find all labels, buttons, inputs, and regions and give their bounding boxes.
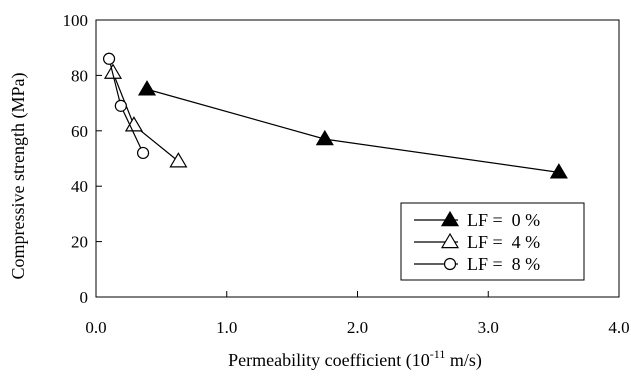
legend-label: LF = 8 %: [467, 254, 540, 274]
data-point: [114, 99, 127, 112]
x-tick-label: 0.0: [85, 318, 106, 337]
legend: LF = 0 %LF = 4 %LF = 8 %: [400, 202, 585, 281]
x-tick-label: 3.0: [478, 318, 499, 337]
data-point: [102, 52, 116, 65]
y-tick-label: 40: [71, 177, 88, 196]
legend-label: LF = 4 %: [467, 232, 540, 252]
data-point: [124, 116, 143, 132]
series-2: [102, 52, 150, 160]
legend-entry-1: LF = 4 %: [414, 232, 540, 252]
data-point: [103, 63, 123, 79]
data-point: [169, 152, 188, 168]
data-point: [137, 80, 157, 96]
y-tick-label: 100: [63, 11, 89, 30]
x-axis-title-main: Permeability coefficient (10: [228, 350, 430, 371]
legend-entry-0: LF = 0 %: [414, 210, 540, 230]
data-point: [136, 146, 150, 160]
series-1: [103, 63, 188, 168]
x-tick-label: 4.0: [608, 318, 629, 337]
x-tick-label: 2.0: [347, 318, 368, 337]
legend-marker: [440, 232, 460, 249]
y-tick-label: 60: [71, 122, 88, 141]
y-tick-label: 20: [71, 233, 88, 252]
y-tick-label: 0: [80, 288, 89, 307]
y-tick-label: 80: [71, 66, 88, 85]
legend-marker: [443, 257, 457, 271]
x-axis-title-superscript: -11: [430, 347, 446, 361]
x-tick-label: 1.0: [216, 318, 237, 337]
data-point: [549, 163, 568, 179]
legend-marker: [440, 210, 460, 227]
data-point: [315, 129, 334, 146]
series-0: [137, 80, 568, 179]
legend-entry-2: LF = 8 %: [414, 254, 540, 274]
series-layer: [102, 52, 568, 179]
legend-label: LF = 0 %: [467, 210, 540, 230]
axes: 0 20 40 60 80 100 0.0 1.0 2.0 3.0 4.0: [63, 11, 630, 337]
x-axis-title: Permeability coefficient (10-11 m/s): [228, 347, 482, 371]
y-axis-title: Compressive strength (MPa): [8, 73, 29, 280]
x-axis-title-suffix: m/s): [445, 350, 482, 371]
series-line: [146, 88, 559, 173]
